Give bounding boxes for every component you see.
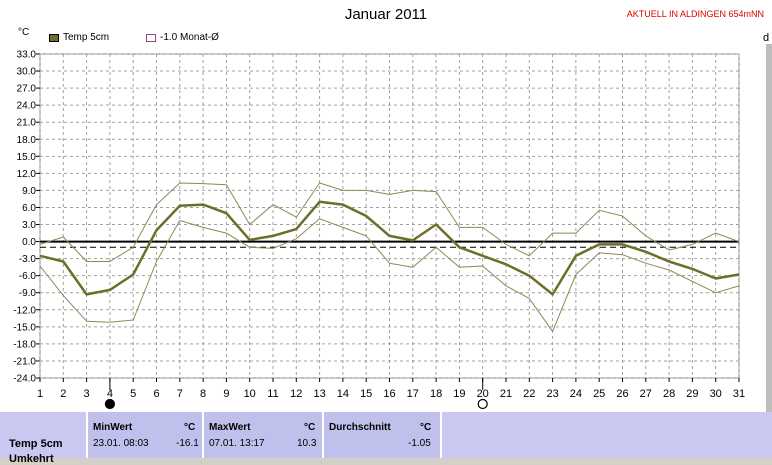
- x-tick-label: 15: [360, 388, 372, 400]
- divider: [202, 412, 204, 458]
- x-tick-label: 22: [523, 388, 535, 400]
- x-tick-label: 14: [337, 388, 349, 400]
- x-tick-label: 23: [546, 388, 558, 400]
- x-tick-label: 9: [223, 388, 229, 400]
- legend-label-temp: Temp 5cm: [63, 32, 110, 43]
- x-tick-labels: 1 2 3 4 5 6 7 8 9 10 11 12 13 14 15 16 17 18 19 20 21 22 23 24 2…: [37, 388, 745, 400]
- y-tick-label: -21.0: [13, 356, 36, 367]
- legend-swatch-average: [146, 33, 156, 42]
- y-tick-label: 0.0: [22, 237, 36, 248]
- y-tick-label: -6.0: [19, 271, 37, 282]
- x-tick-label: 1: [37, 388, 43, 400]
- y-tick-label: -15.0: [13, 322, 36, 333]
- stats-row-label: Temp 5cm: [9, 438, 63, 450]
- chart-title: Januar 2011: [344, 6, 428, 23]
- legend-item-temp[interactable]: Temp 5cm: [49, 32, 109, 43]
- stats-average-cell: Durchschnitt °C -1.05: [324, 412, 440, 458]
- stats-max-cell: MaxWert °C 07.01. 13:17 10.3: [204, 412, 322, 458]
- stats-row-label-2: Umkehrt: [9, 453, 54, 465]
- x-tick-label: 28: [663, 388, 675, 400]
- y-tick-label: 30.0: [17, 67, 37, 78]
- x-tick-label: 18: [430, 388, 442, 400]
- x-tick-label: 13: [313, 388, 325, 400]
- x-tick-label: 3: [84, 388, 90, 400]
- min-header: MinWert: [93, 422, 133, 433]
- x-tick-label: 6: [153, 388, 159, 400]
- series-line-max: [39, 182, 740, 262]
- x-tick-label: 29: [686, 388, 698, 400]
- x-tick-label: 4: [107, 388, 113, 400]
- x-tick-label: 11: [267, 388, 278, 400]
- x-tick-label: 24: [570, 388, 582, 400]
- y-tick-label: -9.0: [19, 288, 37, 299]
- divider: [440, 412, 442, 458]
- y-tick-label: 3.0: [22, 220, 36, 231]
- x-tick-label: 5: [130, 388, 136, 400]
- full-moon-icon: [477, 398, 488, 410]
- max-value: 10.3: [297, 438, 317, 449]
- max-time: 07.01. 13:17: [209, 438, 265, 449]
- divider: [86, 412, 88, 458]
- y-tick-labels: 33.0 30.0 27.0 24.0 21.0 18.0 15.0 12.0 9.0 6.0 3.…: [13, 50, 36, 385]
- x-tick-label: 30: [710, 388, 722, 400]
- y-tick-label: 24.0: [17, 101, 37, 112]
- min-time: 23.01. 08:03: [93, 438, 149, 449]
- y-tick-label: 27.0: [17, 84, 37, 95]
- grid: [36, 53, 740, 382]
- y-tick-label: 9.0: [22, 186, 36, 197]
- legend-item-average[interactable]: -1.0 Monat-Ø: [146, 32, 219, 43]
- x-tick-label: 12: [290, 388, 302, 400]
- series-line-min: [39, 218, 740, 332]
- divider: [322, 412, 324, 458]
- x-tick-label: 16: [383, 388, 395, 400]
- y-tick-label: 15.0: [17, 152, 37, 163]
- y-tick-label: 21.0: [17, 118, 37, 129]
- max-header: MaxWert: [209, 422, 251, 433]
- x-tick-label: 7: [177, 388, 183, 400]
- new-moon-icon: [104, 398, 116, 410]
- min-unit: °C: [184, 422, 196, 433]
- moon-markers: [104, 378, 488, 410]
- stats-panel: Temp 5cm Umkehrt MinWert °C 23.01. 08:03…: [0, 412, 772, 465]
- x-tick-label: 27: [640, 388, 652, 400]
- x-tick-label: 26: [616, 388, 628, 400]
- series-line-mean: [39, 200, 740, 296]
- series-lines: [39, 182, 740, 332]
- y-tick-label: -12.0: [13, 305, 36, 316]
- x-tick-label: 25: [593, 388, 605, 400]
- y-tick-label: 33.0: [17, 50, 37, 61]
- average-header: Durchschnitt: [329, 422, 391, 433]
- x-tick-label: 19: [453, 388, 465, 400]
- x-tick-label: 2: [60, 388, 66, 400]
- y-tick-label: 6.0: [22, 203, 36, 214]
- chart-area: [0, 0, 772, 412]
- max-unit: °C: [304, 422, 316, 433]
- secondary-axis-unit: d: [763, 32, 770, 44]
- scrollbar[interactable]: [766, 44, 772, 412]
- temperature-chart: 33.030.027.024.021.018.015.012.09.06.03.…: [13, 50, 745, 410]
- location-label: AKTUELL IN ALDINGEN 654mNN: [626, 9, 764, 19]
- stats-min-cell: MinWert °C 23.01. 08:03 -16.1: [88, 412, 202, 458]
- x-tick-label: 20: [477, 388, 489, 400]
- legend-swatch-temp: [49, 33, 59, 42]
- x-tick-label: 31: [733, 388, 745, 400]
- y-tick-label: 12.0: [17, 169, 37, 180]
- y-tick-label: 18.0: [17, 135, 37, 146]
- y-tick-label: -24.0: [13, 374, 36, 385]
- y-tick-label: -3.0: [19, 254, 37, 265]
- x-tick-label: 10: [244, 388, 256, 400]
- x-tick-label: 17: [407, 388, 419, 400]
- legend-label-average: -1.0 Monat-Ø: [160, 32, 219, 43]
- stats-row-header: Temp 5cm Umkehrt: [0, 412, 86, 465]
- x-tick-label: 21: [500, 388, 512, 400]
- y-axis-unit: °C: [18, 27, 30, 38]
- x-tick-label: 8: [200, 388, 206, 400]
- average-value: -1.05: [408, 438, 431, 449]
- average-unit: °C: [420, 422, 432, 433]
- min-value: -16.1: [176, 438, 199, 449]
- y-tick-label: -18.0: [13, 339, 36, 350]
